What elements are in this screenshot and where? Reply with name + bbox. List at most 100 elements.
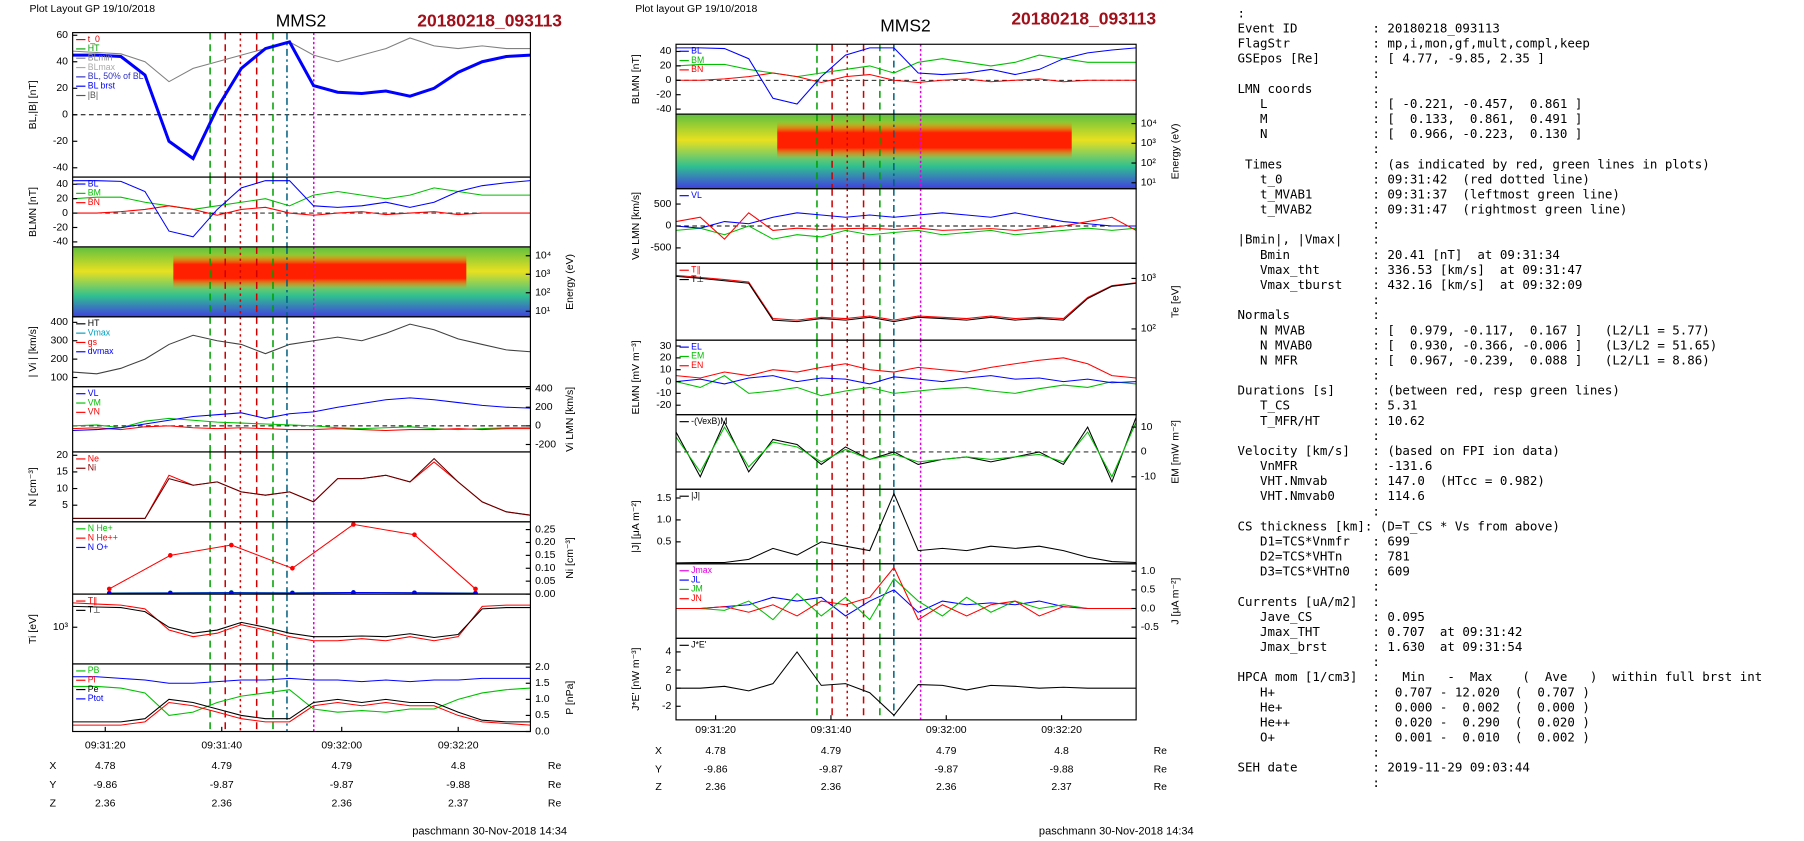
info-line: T_CS : 5.31 <box>1237 398 1417 413</box>
y-tick-label: 40 <box>660 46 672 57</box>
series-line <box>676 54 1137 78</box>
panel-frame <box>675 488 1137 565</box>
y-tick-label: -0.5 <box>1141 622 1159 633</box>
legend-label: HT <box>88 318 100 328</box>
y-tick-label: 10³ <box>1141 273 1157 284</box>
orbit-value: -9.86 <box>704 765 728 776</box>
info-line: He+ : 0.000 - 0.002 ( 0.000 ) <box>1237 699 1589 714</box>
series-marker <box>229 590 234 595</box>
series-line <box>676 72 1137 84</box>
series-line <box>72 417 531 431</box>
series-line <box>72 180 531 238</box>
legend-label: T∥ <box>88 595 98 605</box>
legend-label: JM <box>691 584 703 594</box>
y-tick-label: 10² <box>535 288 551 299</box>
info-line: VHT.Nmvab : 147.0 (HTcc = 0.982) <box>1237 473 1544 488</box>
y-tick-label: 10² <box>1141 158 1157 169</box>
y-tick-label: -20 <box>53 136 68 147</box>
y-tick-label: -20 <box>656 89 671 100</box>
legend-label: Jmax <box>691 565 712 575</box>
orbit-value: 2.36 <box>332 798 353 809</box>
info-line: N MVAB : [ 0.979, -0.117, 0.167 ] (L2/L1… <box>1237 322 1709 337</box>
y-axis-label: ELMN [mV m⁻³] <box>631 340 642 414</box>
series-line <box>676 416 1137 484</box>
info-line: D2=TCS*VHTn : 781 <box>1237 549 1409 564</box>
info-line: Vmax_tht : 336.53 [km/s] at 09:31:47 <box>1237 262 1582 277</box>
panel-frame <box>675 339 1137 416</box>
legend-label: N He+ <box>88 523 113 533</box>
y-tick-label: 0.05 <box>535 576 556 587</box>
y-axis-label: Ni [cm⁻³] <box>565 537 576 579</box>
y-tick-label: 20 <box>660 353 672 364</box>
y-axis-label: EM [mW m⁻²] <box>1170 420 1181 484</box>
series-line <box>676 577 1137 621</box>
y-axis-label: Vi LMN [km/s] <box>565 387 576 452</box>
info-line: : <box>1237 217 1379 232</box>
info-line: GSEpos [Re] : [ 4.77, -9.85, 2.35 ] <box>1237 51 1544 66</box>
y-tick-label: 1.5 <box>535 678 550 689</box>
info-line: |Bmin|, |Vmax| : <box>1237 232 1379 247</box>
orbit-name: Z <box>655 782 662 793</box>
y-tick-label: 10 <box>56 483 68 494</box>
legend-label: BN <box>691 64 703 74</box>
legend-label: BL <box>88 178 99 188</box>
legend-label: Pe <box>88 684 99 694</box>
panel <box>676 188 1137 264</box>
info-line: Times : (as indicated by red, green line… <box>1237 156 1709 171</box>
orbit-value: -9.87 <box>819 765 843 776</box>
orbit-value: 4.79 <box>821 746 842 757</box>
series-line <box>72 685 531 716</box>
y-tick-label: 1.0 <box>535 694 550 705</box>
panel <box>676 340 1137 415</box>
y-tick-label: 0.5 <box>535 710 550 721</box>
info-line: M : [ 0.133, 0.861, 0.491 ] <box>1237 111 1582 126</box>
panel <box>676 563 1137 639</box>
panel-frame <box>72 521 532 595</box>
legend-label: BM <box>691 55 704 65</box>
y-tick-label: 10⁴ <box>535 251 551 262</box>
legend-label: dvmax <box>88 346 114 356</box>
series-line <box>72 323 531 375</box>
info-line: : <box>1237 775 1379 790</box>
orbit-unit: Re <box>1154 746 1168 757</box>
series-marker <box>290 565 295 571</box>
panel-frame <box>675 637 1137 721</box>
series-line <box>72 37 531 83</box>
legend-label: -(VexB)M <box>691 416 727 426</box>
info-line: Jave_CS : 0.095 <box>1237 609 1424 624</box>
y-tick-label: 10³ <box>535 269 551 280</box>
orbit-value: 4.78 <box>705 746 726 757</box>
info-line: HPCA mom [1/cm3] : Min - Max ( Ave ) wit… <box>1237 669 1762 684</box>
info-line: T_MFR/HT : 10.62 <box>1237 413 1424 428</box>
y-axis-label: |J| [μA m⁻²] <box>631 500 642 553</box>
plot-title: MMS2 <box>880 15 930 35</box>
orbit-unit: Re <box>548 780 562 791</box>
series-line <box>72 457 531 519</box>
info-line: : <box>1237 428 1379 443</box>
orbit-name: Y <box>49 780 56 791</box>
y-tick-label: 30 <box>660 341 672 352</box>
series-line <box>676 375 1137 385</box>
x-tick-label: 09:32:00 <box>321 740 362 751</box>
info-line: Vmax_tburst : 432.16 [km/s] at 09:32:09 <box>1237 277 1582 292</box>
series-line <box>72 187 531 210</box>
legend-label: PB <box>88 665 100 675</box>
y-tick-label: -200 <box>535 439 556 450</box>
y-tick-label: -10 <box>656 388 671 399</box>
orbit-unit: Re <box>548 761 562 772</box>
y-tick-label: 0 <box>535 421 541 432</box>
series-marker <box>167 590 173 595</box>
legend-label: VN <box>88 407 100 417</box>
info-line: Bmin : 20.41 [nT] at 09:31:34 <box>1237 247 1559 262</box>
y-tick-label: 400 <box>51 317 69 328</box>
info-line: : <box>1237 292 1379 307</box>
y-axis-label: Ti [eV] <box>28 614 39 644</box>
legend-label: BLmax <box>88 62 116 72</box>
orbit-value: -9.87 <box>210 780 234 791</box>
info-line: Jmax_brst : 1.630 at 09:31:54 <box>1237 639 1522 654</box>
info-line: H+ : 0.707 - 12.020 ( 0.707 ) <box>1237 684 1589 699</box>
y-axis-label: | Vi | [km/s] <box>28 326 39 377</box>
series-marker <box>473 590 478 595</box>
info-line: : <box>1237 579 1379 594</box>
panel-frame <box>72 386 532 453</box>
